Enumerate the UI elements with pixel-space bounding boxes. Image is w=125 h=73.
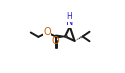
Text: H: H	[66, 12, 72, 21]
Text: N: N	[66, 17, 73, 27]
Text: O: O	[43, 28, 51, 37]
Text: O: O	[52, 36, 59, 46]
Polygon shape	[56, 35, 65, 38]
